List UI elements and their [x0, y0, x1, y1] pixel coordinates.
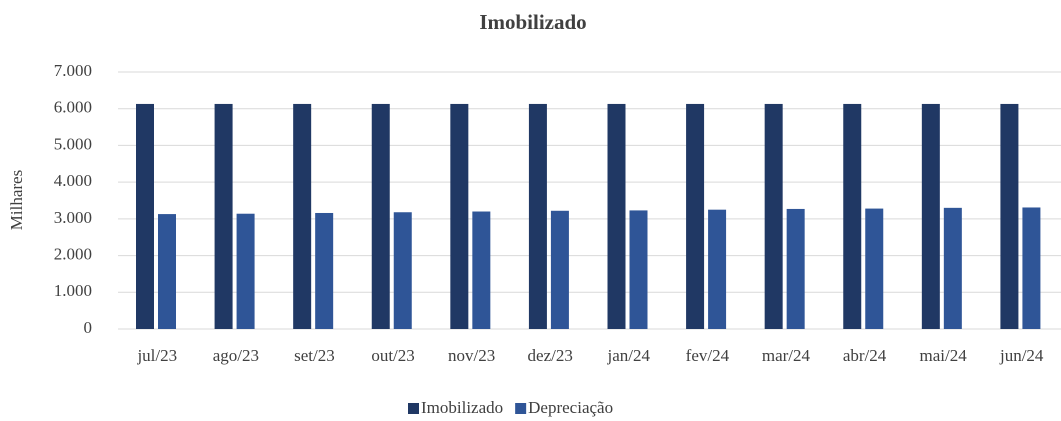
bar: [136, 103, 154, 329]
chart-title: Imobilizado: [479, 10, 586, 34]
legend-swatch: [408, 403, 419, 414]
y-tick-label: 6.000: [54, 98, 92, 117]
bar: [764, 103, 783, 329]
bar: [315, 212, 334, 329]
x-tick-label: mar/24: [762, 346, 811, 365]
x-tick-label: dez/23: [528, 346, 573, 365]
bar: [214, 103, 233, 329]
bar: [843, 103, 862, 329]
x-tick-label: jul/23: [136, 346, 177, 365]
bar: [158, 214, 176, 329]
bar: [450, 103, 469, 329]
legend-label: Imobilizado: [421, 398, 503, 417]
x-tick-label: set/23: [294, 346, 335, 365]
x-tick-label: abr/24: [843, 346, 887, 365]
bar: [607, 103, 626, 329]
y-tick-label: 5.000: [54, 134, 92, 153]
y-tick-label: 2.000: [54, 244, 92, 263]
bar: [371, 103, 390, 329]
bar: [528, 103, 547, 329]
x-tick-label: jun/24: [999, 346, 1044, 365]
bar: [921, 103, 940, 329]
bar: [293, 103, 312, 329]
bar: [393, 212, 412, 329]
x-tick-label: fev/24: [686, 346, 730, 365]
x-tick-label: mai/24: [920, 346, 968, 365]
x-tick-label: nov/23: [448, 346, 495, 365]
bar: [865, 208, 884, 329]
bar: [708, 209, 727, 329]
bar: [786, 208, 805, 329]
y-tick-label: 3.000: [54, 208, 92, 227]
bar: [686, 103, 705, 329]
legend-label: Depreciação: [528, 398, 613, 417]
y-axis-label: Milhares: [7, 170, 26, 230]
y-tick-label: 0: [84, 318, 93, 337]
y-tick-label: 4.000: [54, 171, 92, 190]
y-tick-label: 7.000: [54, 61, 92, 80]
bar: [1022, 207, 1041, 329]
bar: [943, 207, 962, 329]
x-tick-label: ago/23: [213, 346, 259, 365]
bar: [236, 213, 255, 329]
x-tick-label: jan/24: [607, 346, 651, 365]
bar: [472, 211, 491, 329]
bar: [1000, 103, 1019, 329]
y-tick-label: 1.000: [54, 281, 92, 300]
legend-swatch: [515, 403, 527, 414]
bar: [629, 210, 648, 329]
x-tick-label: out/23: [371, 346, 414, 365]
bar: [550, 210, 569, 329]
